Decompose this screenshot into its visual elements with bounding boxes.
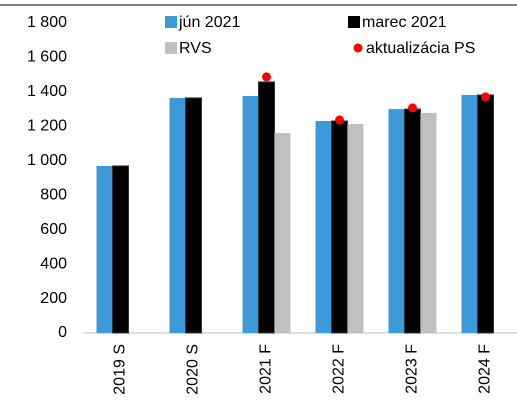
x-tick-label: 2021 F <box>258 344 275 394</box>
y-tick-label: 200 <box>40 290 67 307</box>
bar <box>185 97 202 334</box>
legend-label: aktualizácia PS <box>366 40 475 57</box>
legend-marker <box>165 42 177 54</box>
bar <box>258 81 275 334</box>
y-tick-label: 800 <box>40 186 67 203</box>
legend-marker <box>353 43 363 53</box>
x-tick-label: 2022 F <box>331 344 348 394</box>
point <box>481 92 490 102</box>
y-tick-label: 1 400 <box>27 83 67 100</box>
bar <box>112 165 129 334</box>
legend-marker <box>165 16 177 28</box>
bar <box>477 94 494 334</box>
bar <box>461 94 478 333</box>
bar <box>404 108 421 334</box>
bar <box>96 165 113 333</box>
bar <box>274 133 291 333</box>
point <box>335 115 344 125</box>
bar <box>315 120 332 333</box>
legend-label: marec 2021 <box>362 14 447 31</box>
point <box>408 103 417 113</box>
bar <box>388 109 405 333</box>
bar <box>242 96 259 334</box>
bar <box>347 123 364 333</box>
legend-label: jún 2021 <box>178 14 240 31</box>
y-tick-label: 1 200 <box>27 118 67 135</box>
y-tick-label: 1 800 <box>27 14 67 31</box>
legend-label: RVS <box>179 40 212 57</box>
bar <box>420 112 437 334</box>
y-tick-label: 0 <box>58 324 67 341</box>
y-tick-label: 400 <box>40 255 67 272</box>
x-tick-label: 2024 F <box>477 344 494 394</box>
x-tick-label: 2020 S <box>185 344 202 395</box>
bar <box>331 120 348 334</box>
bar <box>169 97 186 334</box>
y-tick-label: 1 600 <box>27 49 67 66</box>
y-tick-label: 1 000 <box>27 152 67 169</box>
y-tick-label: 600 <box>40 221 67 238</box>
point <box>262 72 271 82</box>
legend-marker <box>348 16 360 28</box>
x-tick-label: 2019 S <box>112 344 129 395</box>
x-tick-label: 2023 F <box>404 344 421 394</box>
